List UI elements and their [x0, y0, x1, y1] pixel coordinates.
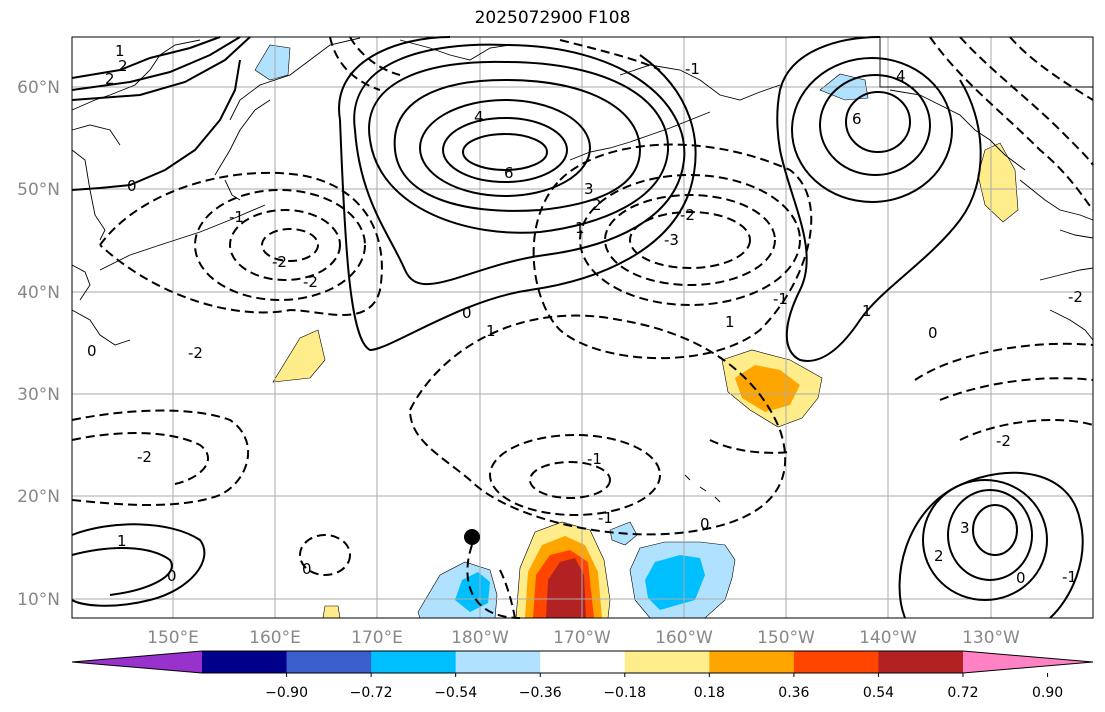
- lon-label: 160°W: [655, 628, 713, 648]
- contour-label: 4: [474, 108, 484, 126]
- contour-label: -2: [303, 273, 318, 291]
- contour-label: 0: [1016, 569, 1026, 587]
- colorbar-swatch: [286, 651, 372, 673]
- colorbar-tick-label: −0.54: [434, 685, 477, 701]
- colorbar-tick-label: 0.90: [1032, 685, 1063, 701]
- colorbar-swatch: [709, 651, 795, 673]
- contour-label: -1: [229, 208, 244, 226]
- contour-label: -2: [1068, 288, 1083, 306]
- colorbar-tick-label: 0.54: [863, 685, 894, 701]
- contour-label: 2: [105, 70, 115, 88]
- location-marker: [464, 529, 480, 545]
- lat-label: 10°N: [17, 590, 60, 610]
- lon-label: 150°W: [757, 628, 815, 648]
- contour-labels: 1 2 2 0 -1 -2 -2 4 6 3 2 1 0 1 -1 -2 -3 …: [87, 42, 1083, 587]
- contour-label: -1: [773, 290, 788, 308]
- contour-label: -2: [137, 448, 152, 466]
- colorbar-swatch: [455, 651, 541, 673]
- latitude-labels: 60°N 50°N 40°N 30°N 20°N 10°N: [17, 78, 60, 610]
- contours-dashed: [71, 36, 1094, 619]
- contour-label: 1: [575, 219, 585, 237]
- contour-label: -1: [685, 60, 700, 78]
- contour-label: 0: [700, 515, 710, 533]
- contour-label: 4: [896, 67, 906, 85]
- contour-label: -2: [680, 206, 695, 224]
- colorbar-swatch: [540, 651, 626, 673]
- contours: [71, 36, 1084, 619]
- contour-label: -2: [188, 344, 203, 362]
- contour-label: -1: [598, 509, 613, 527]
- contour-label: -1: [1062, 568, 1077, 586]
- lon-label: 170°W: [553, 628, 611, 648]
- lon-label: 150°E: [147, 628, 199, 648]
- colorbar-tick-label: 0.36: [778, 685, 809, 701]
- colorbar-tick-label: −0.18: [603, 685, 646, 701]
- lon-label: 170°E: [351, 628, 403, 648]
- contour-label: 6: [504, 164, 514, 182]
- contour-label: 2: [592, 196, 602, 214]
- colorbar-extend-high: [963, 651, 1093, 673]
- graticule: [72, 37, 1093, 618]
- contour-label: 1: [115, 42, 125, 60]
- lon-label: 130°W: [962, 628, 1020, 648]
- contour-label: 1: [117, 532, 127, 550]
- longitude-labels: 150°E 160°E 170°E 180°W 170°W 160°W 150°…: [147, 628, 1020, 648]
- contour-label: 3: [960, 519, 970, 537]
- contour-label: 0: [302, 560, 312, 578]
- contour-label: -1: [587, 450, 602, 468]
- coastlines: [71, 37, 1094, 503]
- contour-label: -2: [996, 432, 1011, 450]
- colorbar-swatch: [202, 651, 288, 673]
- map-frame: [71, 36, 1094, 619]
- colorbar-tick-label: −0.90: [265, 685, 308, 701]
- lat-label: 40°N: [17, 283, 60, 303]
- colorbar: −0.90 −0.72 −0.54 −0.36 −0.18 0.18 0.36 0.54 0.7…: [71, 650, 1094, 701]
- contour-label: -3: [664, 231, 679, 249]
- colorbar-outline: [71, 650, 1094, 674]
- lon-label: 180°W: [451, 628, 509, 648]
- contour-label: 2: [118, 57, 128, 75]
- contour-label: 1: [862, 302, 872, 320]
- colorbar-tick-label: −0.72: [350, 685, 393, 701]
- colorbar-tick-label: 0.18: [694, 685, 725, 701]
- contour-label: 2: [934, 547, 944, 565]
- colorbar-swatch: [624, 651, 710, 673]
- contour-label: 6: [852, 110, 862, 128]
- lat-label: 20°N: [17, 487, 60, 507]
- contour-label: 1: [725, 313, 735, 331]
- colorbar-tick-label: 0.72: [947, 685, 978, 701]
- contour-label: 3: [584, 180, 594, 198]
- colorbar-swatch: [878, 651, 964, 673]
- lat-label: 30°N: [17, 385, 60, 405]
- contour-label: 0: [87, 342, 97, 360]
- colorbar-swatch: [793, 651, 879, 673]
- lat-label: 60°N: [17, 78, 60, 98]
- lon-label: 160°E: [249, 628, 301, 648]
- map-title: 2025072900 F108: [474, 8, 631, 28]
- contour-label: 0: [462, 304, 472, 322]
- contour-label: 1: [486, 322, 496, 340]
- contour-label: 0: [127, 177, 137, 195]
- contour-label: -2: [272, 253, 287, 271]
- colorbar-tick-label: −0.36: [519, 685, 562, 701]
- lat-label: 50°N: [17, 180, 60, 200]
- colorbar-swatch: [371, 651, 457, 673]
- contour-label: 0: [167, 567, 177, 585]
- contour-label: 0: [928, 324, 938, 342]
- colorbar-extend-low: [72, 651, 202, 673]
- lon-label: 140°W: [859, 628, 917, 648]
